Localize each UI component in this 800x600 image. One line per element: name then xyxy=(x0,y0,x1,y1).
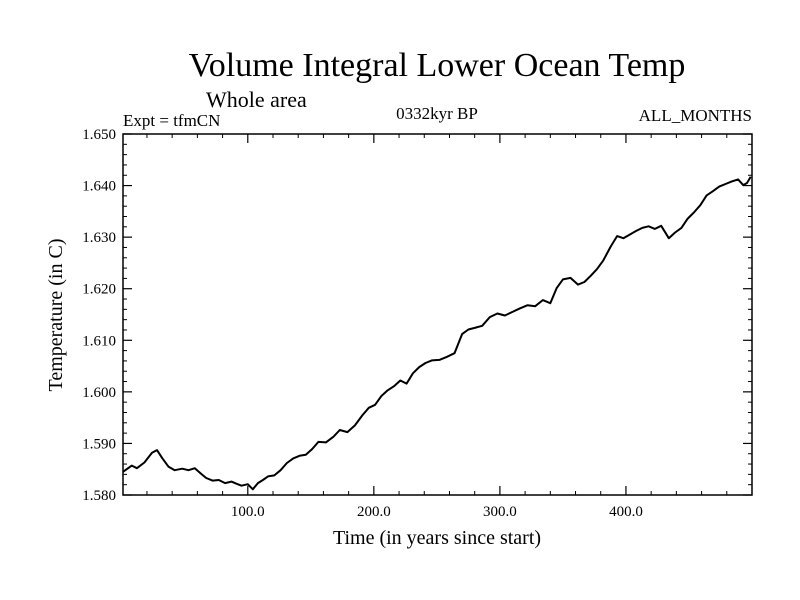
chart-title: Volume Integral Lower Ocean Temp xyxy=(189,47,686,84)
period-label: 0332kyr BP xyxy=(396,104,478,123)
y-tick-label: 1.580 xyxy=(82,488,116,504)
plot-frame xyxy=(122,133,753,496)
months-label: ALL_MONTHS xyxy=(639,106,752,125)
series-line xyxy=(122,176,752,491)
x-tick-label: 200.0 xyxy=(357,504,391,520)
y-tick-label: 1.610 xyxy=(82,333,116,349)
y-tick-label: 1.590 xyxy=(82,436,116,452)
x-axis-label: Time (in years since start) xyxy=(333,527,541,549)
y-axis-label: Temperature (in C) xyxy=(45,239,67,392)
experiment-label: Expt = tfmCN xyxy=(123,111,220,130)
x-tick-label: 400.0 xyxy=(609,504,643,520)
y-tick-label: 1.650 xyxy=(82,127,116,143)
x-tick-label: 100.0 xyxy=(231,504,265,520)
series-layer xyxy=(122,176,752,491)
axis-tick-labels: 1.580 1.590 1.600 1.610 1.620 1.630 1.640 1.650… xyxy=(82,127,643,520)
y-tick-label: 1.630 xyxy=(82,230,116,246)
y-tick-label: 1.620 xyxy=(82,282,116,298)
y-tick-label: 1.600 xyxy=(82,385,116,401)
chart-subtitle: Whole area xyxy=(206,87,307,112)
y-tick-label: 1.640 xyxy=(82,179,116,195)
x-tick-label: 300.0 xyxy=(483,504,517,520)
axis-ticks xyxy=(123,133,752,496)
